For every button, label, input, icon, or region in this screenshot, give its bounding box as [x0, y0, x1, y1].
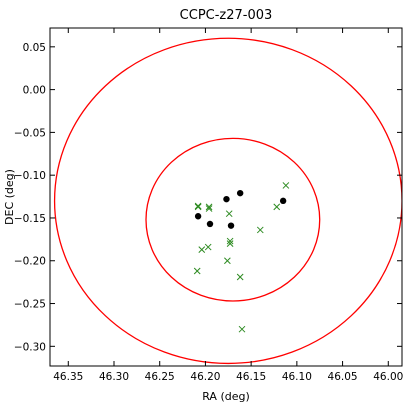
cross-point — [273, 203, 281, 211]
y-tick-label: −0.25 — [14, 299, 46, 311]
radius-circle-1 — [53, 37, 402, 365]
cross-point — [198, 246, 206, 253]
x-tick-label: 46.10 — [282, 371, 312, 383]
cross-point — [194, 202, 202, 210]
x-tick-label: 46.20 — [190, 371, 220, 383]
cross-point — [194, 203, 202, 211]
member-point — [236, 189, 244, 197]
x-tick-label: 46.05 — [328, 371, 358, 383]
x-tick-label: 46.35 — [53, 371, 83, 383]
member-point — [194, 213, 202, 220]
chart-title: CCPC-z27-003 — [180, 8, 273, 23]
cross-point — [226, 237, 234, 245]
cross-point — [236, 273, 244, 281]
member-point — [227, 222, 235, 229]
y-tick-label: −0.20 — [14, 256, 46, 268]
cross-point — [282, 182, 290, 189]
cross-point — [193, 267, 201, 275]
cross-point — [205, 203, 213, 211]
radius-circle-2 — [145, 137, 321, 302]
x-axis-label: RA (deg) — [202, 390, 250, 403]
cross-point — [226, 240, 234, 247]
cross-point — [225, 210, 233, 218]
x-tick-label: 46.25 — [145, 371, 175, 383]
x-tick-label: 46.15 — [236, 371, 266, 383]
y-axis-label: DEC (deg) — [3, 169, 16, 225]
cross-point — [256, 226, 264, 234]
y-tick-label: 0.00 — [23, 85, 46, 97]
y-tick-label: 0.05 — [23, 42, 46, 54]
plot-frame — [49, 27, 403, 367]
y-tick-label: −0.05 — [14, 127, 46, 139]
member-point — [223, 195, 230, 203]
member-point — [279, 197, 287, 205]
y-tick-label: −0.30 — [14, 341, 46, 353]
cross-point — [204, 243, 212, 251]
x-tick-label: 46.00 — [373, 371, 403, 383]
cross-point — [238, 325, 246, 333]
cross-point — [205, 205, 213, 212]
y-tick-label: −0.10 — [14, 170, 46, 182]
y-tick-label: −0.15 — [14, 213, 46, 225]
x-tick-label: 46.30 — [99, 371, 129, 383]
cross-point — [224, 257, 231, 265]
member-point — [206, 220, 214, 228]
